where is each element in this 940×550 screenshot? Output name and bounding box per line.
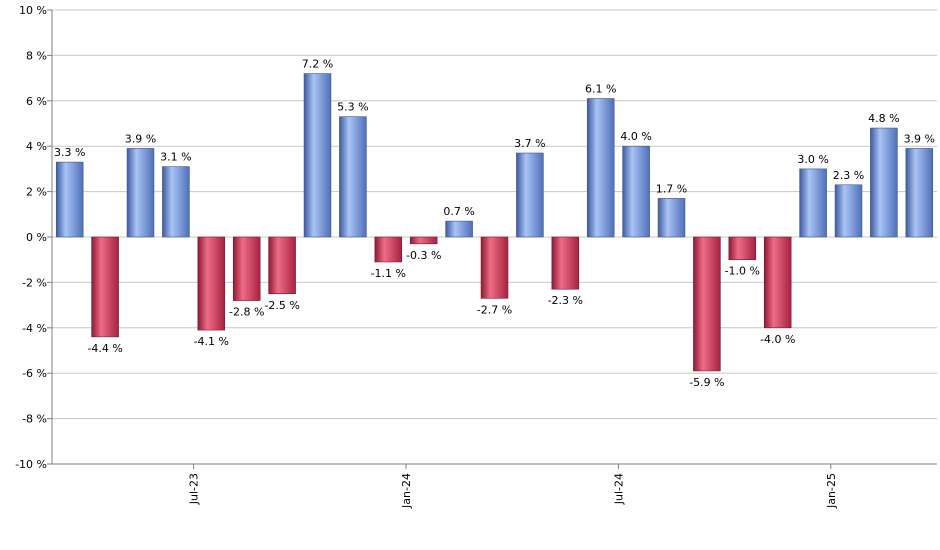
data-label: -4.1 % bbox=[194, 335, 229, 348]
bar bbox=[55, 161, 84, 238]
x-tick-label: Jul-23 bbox=[188, 473, 201, 505]
data-label: 0.7 % bbox=[443, 205, 474, 218]
bar bbox=[162, 166, 190, 238]
bar bbox=[693, 236, 721, 372]
y-tick-label: 8 % bbox=[26, 49, 47, 62]
data-label: -2.7 % bbox=[477, 303, 512, 316]
data-label: -5.9 % bbox=[689, 376, 724, 389]
y-tick-label: -8 % bbox=[22, 413, 47, 426]
data-label: -2.8 % bbox=[229, 306, 264, 319]
bar bbox=[445, 220, 473, 238]
bar bbox=[622, 145, 650, 238]
bar bbox=[268, 236, 296, 295]
data-label: -4.4 % bbox=[87, 342, 122, 355]
x-tick-label: Jan-24 bbox=[400, 473, 413, 509]
data-label: 1.7 % bbox=[656, 182, 687, 195]
data-label: 3.7 % bbox=[514, 137, 545, 150]
bar bbox=[303, 73, 332, 238]
y-tick-label: 0 % bbox=[26, 231, 47, 244]
data-label: 3.9 % bbox=[125, 132, 156, 145]
bar bbox=[197, 236, 226, 331]
y-tick-label: 4 % bbox=[26, 140, 47, 153]
bar bbox=[728, 236, 757, 261]
x-tick-label: Jan-25 bbox=[825, 473, 838, 509]
bars bbox=[55, 73, 934, 372]
data-labels: 3.3 % -4.4 % 3.9 % 3.1 % -4.1 % -2.8 %-2.5 % 7… bbox=[54, 58, 935, 389]
bar bbox=[480, 236, 509, 299]
bar bbox=[91, 236, 119, 338]
data-label: 4.0 % bbox=[620, 130, 651, 143]
bar bbox=[374, 236, 403, 263]
bar bbox=[516, 152, 544, 238]
data-label: -0.3 % bbox=[406, 249, 441, 262]
axes: -10 % -8 % -6 % -4 % -2 % 0 % 2 % 4 % 6 % 8 % 10 %… bbox=[15, 4, 937, 509]
y-tick-label: -2 % bbox=[22, 276, 47, 289]
data-label: 3.3 % bbox=[54, 146, 85, 159]
bar bbox=[586, 98, 615, 238]
y-tick-label: 6 % bbox=[26, 95, 47, 108]
y-tick-label: -6 % bbox=[22, 367, 47, 380]
bar bbox=[232, 236, 261, 301]
data-label: -4.0 % bbox=[760, 333, 795, 346]
bar bbox=[409, 236, 438, 245]
y-tick-label: 2 % bbox=[26, 186, 47, 199]
y-tick-label: -4 % bbox=[22, 322, 47, 335]
bar bbox=[551, 236, 580, 290]
data-label: 5.3 % bbox=[337, 101, 368, 114]
data-label: 2.3 % bbox=[833, 169, 864, 182]
data-label: -1.0 % bbox=[725, 265, 760, 278]
data-label: 6.1 % bbox=[585, 83, 616, 96]
bar bbox=[763, 236, 792, 329]
bar bbox=[834, 184, 863, 238]
x-tick-label: Jul-24 bbox=[612, 473, 625, 505]
data-label: 4.8 % bbox=[868, 112, 899, 125]
y-tick-label: 10 % bbox=[19, 4, 47, 17]
data-label: -1.1 % bbox=[371, 267, 406, 280]
bar bbox=[126, 148, 155, 238]
bar bbox=[339, 116, 367, 238]
bar bbox=[657, 198, 686, 238]
data-label: 3.0 % bbox=[797, 153, 828, 166]
data-label: -2.3 % bbox=[548, 294, 583, 307]
bar bbox=[799, 168, 827, 238]
data-label: 7.2 % bbox=[302, 58, 333, 71]
y-tick-label: -10 % bbox=[15, 458, 47, 471]
bar bbox=[870, 127, 898, 238]
data-label: 3.1 % bbox=[160, 151, 191, 164]
bar bbox=[905, 148, 934, 238]
data-label: -2.5 % bbox=[264, 299, 299, 312]
data-label: 3.9 % bbox=[904, 132, 935, 145]
